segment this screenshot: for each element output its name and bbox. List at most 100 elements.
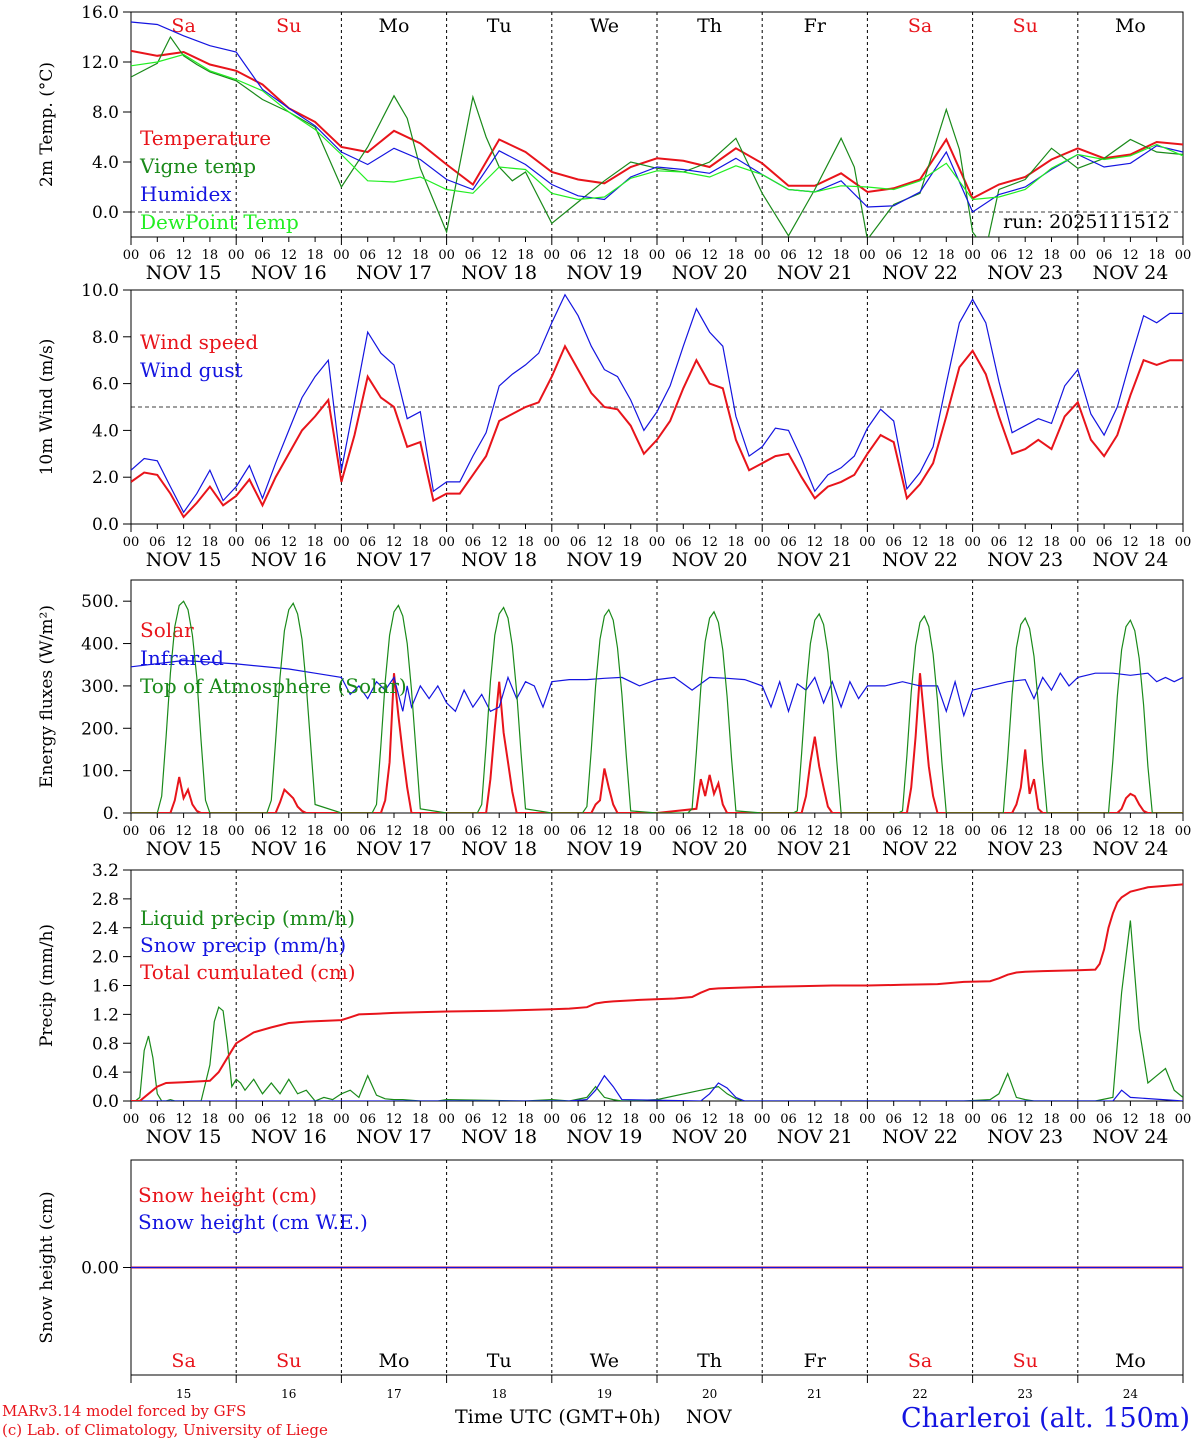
x-hour-label: 18	[938, 824, 955, 839]
x-hour-label: 18	[938, 1112, 955, 1127]
x-hour-label: 18	[833, 535, 850, 550]
series-line-top-of-atmosphere-solar-	[131, 600, 1183, 813]
weekday-label: Sa	[171, 15, 195, 37]
month-label: NOV	[686, 1406, 732, 1428]
x-day-number: 17	[386, 1387, 401, 1401]
x-hour-label: 00	[964, 824, 981, 839]
x-hour-label: 06	[465, 248, 482, 263]
x-hour-label: 00	[228, 1112, 245, 1127]
panel-snow: 0.00 Snow height (cm) Sa Su Mo Tu We Th Fr Sa Su Mo…	[37, 1159, 1184, 1383]
series-line-wind-gust	[131, 293, 1183, 514]
x-hour-label: 00	[1175, 535, 1192, 550]
x-hour-label: 00	[754, 535, 771, 550]
legend-entry: Wind gust	[140, 358, 243, 382]
x-hour-label: 06	[780, 824, 797, 839]
x-hour-label: 12	[175, 824, 192, 839]
x-hour-label: 18	[307, 1112, 324, 1127]
x-date-label: NOV 20	[672, 838, 748, 860]
x-hour-label: 18	[622, 1112, 639, 1127]
x-hour-label: 12	[912, 248, 929, 263]
x-hour-label: 12	[281, 1112, 298, 1127]
series-line-total-cumulated-cm-	[131, 883, 1183, 1101]
x-day-number: 15	[176, 1387, 191, 1401]
legend-entry: Snow precip (mm/h)	[140, 933, 346, 957]
x-hour-label: 00	[964, 248, 981, 263]
x-date-label: NOV 24	[1092, 549, 1168, 571]
x-hour-label: 06	[570, 824, 587, 839]
x-hour-label: 00	[333, 1112, 350, 1127]
x-hour-label: 12	[281, 535, 298, 550]
series-line-liquid-precip-mm-h-	[131, 920, 1183, 1101]
x-hour-label: 12	[386, 824, 403, 839]
x-date-label: NOV 16	[251, 549, 327, 571]
x-hour-label: 18	[1148, 1112, 1165, 1127]
x-hour-label: 12	[281, 248, 298, 263]
x-hour-label: 06	[149, 248, 166, 263]
y-tick-label: 12.0	[81, 53, 119, 73]
x-hour-label: 18	[307, 535, 324, 550]
x-date-label: NOV 19	[566, 549, 642, 571]
x-hour-label: 18	[938, 248, 955, 263]
x-hour-label: 00	[649, 248, 666, 263]
y-tick-label: 8.0	[92, 103, 119, 123]
legend-entry: Infrared	[140, 646, 224, 670]
x-hour-label: 00	[1070, 1112, 1087, 1127]
y-tick-label: 1.6	[92, 977, 119, 997]
series-line-humidex	[131, 21, 1183, 213]
x-hour-label: 06	[991, 535, 1008, 550]
x-hour-label: 06	[359, 535, 376, 550]
x-hour-label: 12	[1122, 248, 1139, 263]
x-hour-label: 12	[281, 824, 298, 839]
x-hour-label: 18	[622, 248, 639, 263]
x-date-label: NOV 23	[987, 838, 1063, 860]
x-hour-label: 12	[596, 1112, 613, 1127]
x-day-number: 24	[1123, 1387, 1139, 1401]
x-hour-label: 06	[359, 1112, 376, 1127]
x-hour-label: 06	[780, 248, 797, 263]
x-hour-label: 12	[1122, 824, 1139, 839]
legend-entry: Vigne temp	[139, 154, 256, 178]
panel-frame	[130, 11, 1184, 238]
x-hour-label: 18	[517, 824, 534, 839]
series-line-solar	[131, 673, 1183, 813]
x-hour-label: 12	[386, 248, 403, 263]
x-hour-label: 12	[1017, 248, 1034, 263]
x-hour-label: 18	[1148, 824, 1165, 839]
x-hour-label: 06	[465, 535, 482, 550]
x-date-label: NOV 18	[461, 549, 537, 571]
y-axis-label: Energy fluxes (W/m²)	[37, 605, 57, 788]
weekday-label: Su	[276, 1350, 301, 1372]
x-hour-label: 00	[754, 1112, 771, 1127]
legend-entry: Snow height (cm)	[138, 1183, 317, 1207]
x-hour-label: 06	[359, 824, 376, 839]
x-hour-label: 00	[754, 824, 771, 839]
x-hour-label: 00	[859, 248, 876, 263]
weekday-label: Mo	[379, 1350, 410, 1372]
x-hour-label: 18	[517, 248, 534, 263]
y-tick-label: 8.0	[92, 328, 119, 348]
x-hour-label: 12	[701, 1112, 718, 1127]
x-hour-label: 18	[1043, 535, 1060, 550]
x-hour-label: 00	[228, 824, 245, 839]
x-hour-label: 12	[175, 1112, 192, 1127]
x-hour-label: 00	[859, 535, 876, 550]
x-hour-label: 12	[491, 248, 508, 263]
x-hour-label: 06	[570, 248, 587, 263]
x-date-label: NOV 24	[1092, 262, 1168, 284]
x-hour-label: 18	[412, 1112, 429, 1127]
legend-entry: Wind speed	[140, 330, 258, 354]
x-hour-label: 18	[728, 248, 745, 263]
y-tick-label: 100.	[81, 762, 119, 782]
series-line-infrared	[131, 659, 1183, 718]
x-hour-label: 06	[1096, 824, 1113, 839]
x-hour-label: 06	[1096, 248, 1113, 263]
x-hour-label: 06	[675, 1112, 692, 1127]
x-date-label: NOV 20	[672, 549, 748, 571]
x-hour-label: 06	[254, 535, 271, 550]
x-hour-label: 12	[596, 824, 613, 839]
x-date-label: NOV 19	[566, 262, 642, 284]
x-day-number: 18	[492, 1387, 507, 1401]
x-hour-label: 00	[544, 535, 561, 550]
x-hour-label: 18	[412, 535, 429, 550]
y-tick-label: 1.2	[92, 1005, 119, 1025]
